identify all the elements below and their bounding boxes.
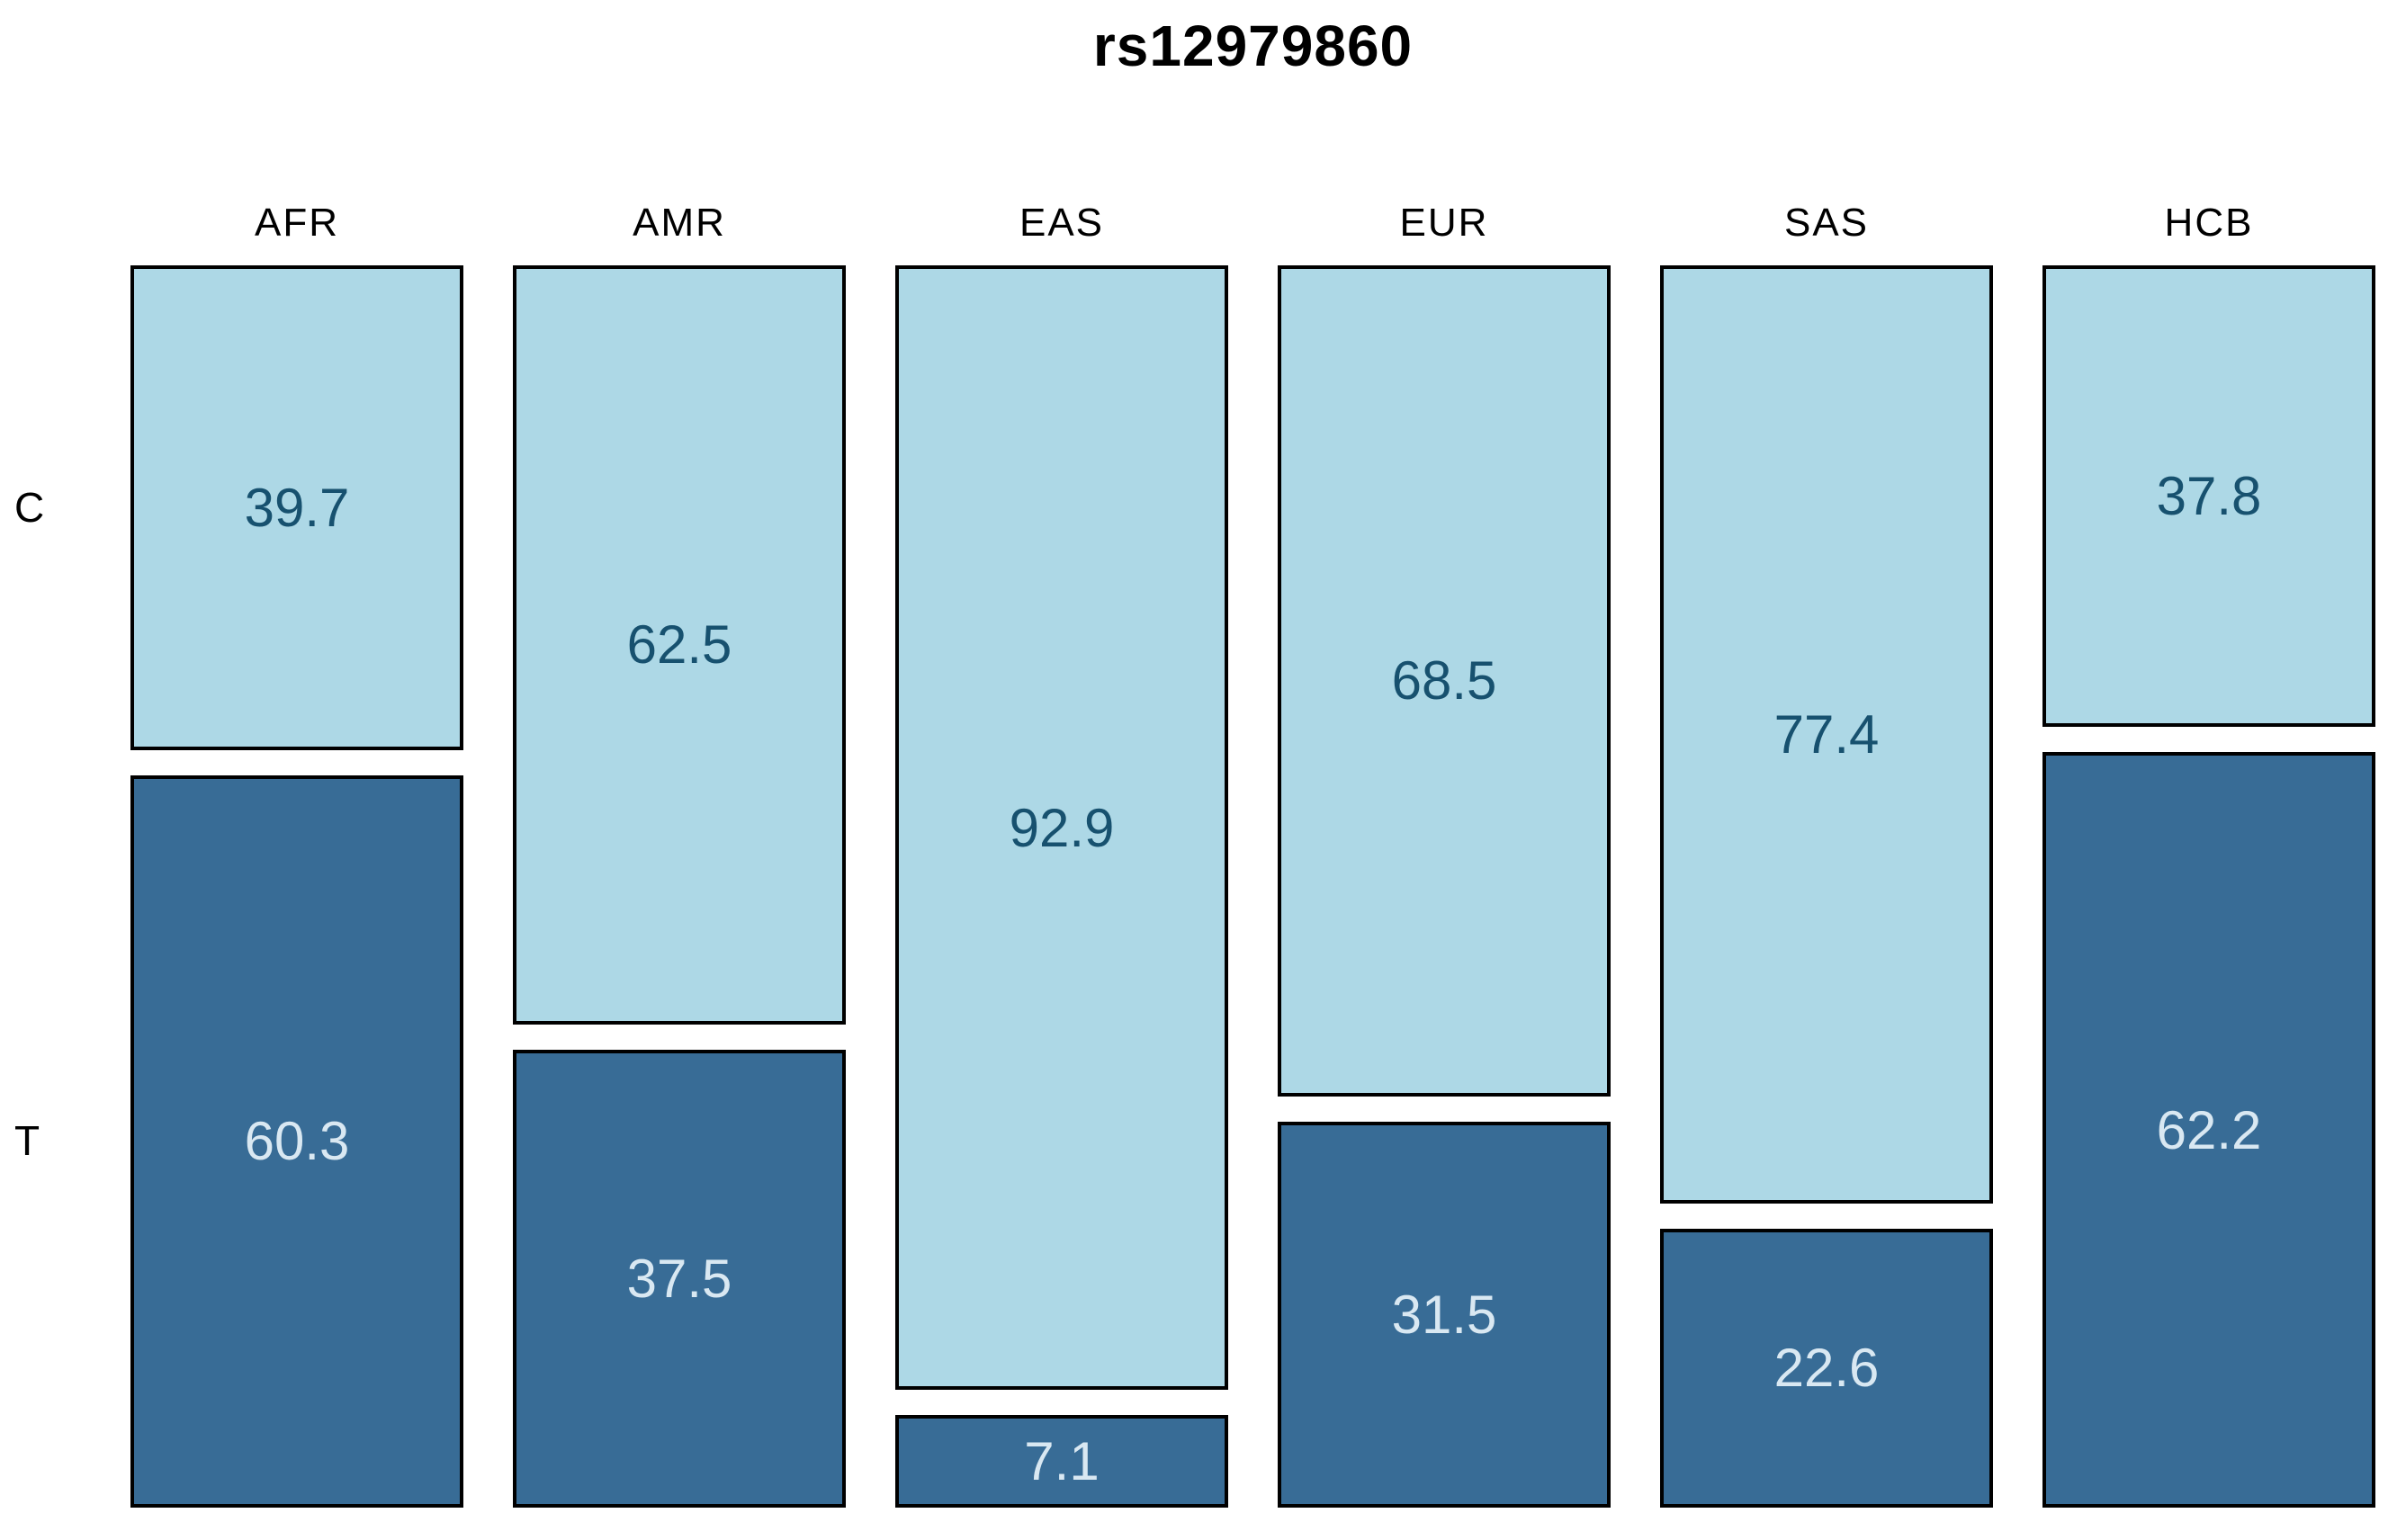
segment-value-label: 7.1 <box>1024 1431 1100 1492</box>
column-header: HCB <box>2164 200 2254 245</box>
column-header: AFR <box>255 200 339 245</box>
population-column-afr: AFR 39.7 60.3 <box>130 180 463 1508</box>
segment-value-label: 62.5 <box>626 614 732 676</box>
segment-value-label: 31.5 <box>1391 1284 1497 1345</box>
segment-value-label: 39.7 <box>244 477 350 538</box>
column-header: AMR <box>633 200 726 245</box>
stacked-bars: 92.9 7.1 <box>895 265 1228 1508</box>
stacked-bars: 37.8 62.2 <box>2042 265 2375 1508</box>
column-header: SAS <box>1783 200 1870 245</box>
stacked-bars: 62.5 37.5 <box>513 265 846 1508</box>
population-columns: AFR 39.7 60.3 AMR 62.5 37.5 EAS 92.9 7.1 EUR 68.5 3… <box>130 180 2375 1508</box>
stacked-bars: 68.5 31.5 <box>1278 265 1611 1508</box>
allele-c-segment: 39.7 <box>130 265 463 750</box>
column-header: EAS <box>1019 200 1105 245</box>
stacked-bars: 39.7 60.3 <box>130 265 463 1508</box>
chart-title: rs12979860 <box>1092 13 1414 78</box>
stacked-bars: 77.4 22.6 <box>1660 265 1993 1508</box>
allele-c-segment: 62.5 <box>513 265 846 1025</box>
segment-value-label: 62.2 <box>2156 1099 2262 1160</box>
segment-value-label: 68.5 <box>1391 650 1497 712</box>
population-column-eas: EAS 92.9 7.1 <box>895 180 1228 1508</box>
segment-value-label: 92.9 <box>1009 797 1115 858</box>
population-column-hcb: HCB 37.8 62.2 <box>2042 180 2375 1508</box>
row-label-allele-t: T <box>14 1117 40 1165</box>
population-column-sas: SAS 77.4 22.6 <box>1660 180 1993 1508</box>
row-label-allele-c: C <box>14 483 45 531</box>
allele-t-segment: 22.6 <box>1660 1228 1993 1508</box>
segment-value-label: 37.5 <box>626 1248 732 1309</box>
allele-c-segment: 37.8 <box>2042 265 2375 728</box>
allele-t-segment: 7.1 <box>895 1415 1228 1508</box>
allele-t-segment: 62.2 <box>2042 752 2375 1508</box>
population-column-amr: AMR 62.5 37.5 <box>513 180 846 1508</box>
allele-c-segment: 92.9 <box>895 265 1228 1391</box>
allele-c-segment: 68.5 <box>1278 265 1611 1097</box>
allele-c-segment: 77.4 <box>1660 265 1993 1204</box>
segment-value-label: 37.8 <box>2156 466 2262 527</box>
population-column-eur: EUR 68.5 31.5 <box>1278 180 1611 1508</box>
allele-t-segment: 31.5 <box>1278 1121 1611 1508</box>
allele-t-segment: 60.3 <box>130 774 463 1508</box>
segment-value-label: 60.3 <box>244 1111 350 1172</box>
allele-t-segment: 37.5 <box>513 1049 846 1508</box>
column-header: EUR <box>1399 200 1489 245</box>
segment-value-label: 22.6 <box>1773 1338 1880 1399</box>
segment-value-label: 77.4 <box>1773 703 1880 765</box>
